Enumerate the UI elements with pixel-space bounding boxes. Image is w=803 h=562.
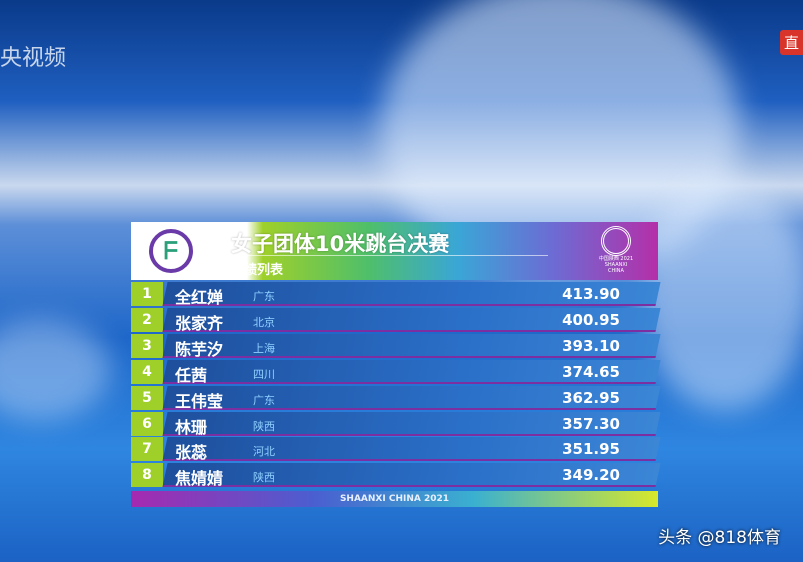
score: 400.95 bbox=[562, 310, 620, 329]
athlete-name: 任茜 bbox=[175, 365, 208, 385]
result-row: 4 任茜 四川 374.65 bbox=[131, 359, 661, 385]
result-row: 3 陈芋汐 上海 393.10 bbox=[131, 333, 661, 359]
athlete-name: 焦婧婧 bbox=[175, 469, 224, 489]
rank: 6 bbox=[131, 411, 163, 436]
rank: 4 bbox=[131, 359, 163, 384]
live-badge: 直 bbox=[779, 30, 803, 55]
water-splash bbox=[0, 320, 110, 420]
score: 374.65 bbox=[562, 362, 620, 381]
province: 四川 bbox=[253, 367, 275, 381]
water-splash bbox=[640, 180, 803, 410]
score: 351.95 bbox=[562, 440, 620, 459]
athlete-name: 陈芋汐 bbox=[175, 339, 224, 359]
athlete-name: 林珊 bbox=[175, 417, 208, 437]
athlete-name: 王伟莹 bbox=[175, 391, 224, 411]
rank: 7 bbox=[131, 437, 163, 462]
province: 北京 bbox=[253, 315, 275, 329]
board-header: ᖴ 女子团体10米跳台决赛 成绩列表 中国陕西 2021 SHAANXI CHI… bbox=[131, 222, 658, 280]
athlete-name: 张蕊 bbox=[175, 443, 208, 463]
games-emblem-icon: 中国陕西 2021 SHAANXI CHINA bbox=[596, 226, 636, 274]
province: 广东 bbox=[253, 290, 275, 303]
score: 413.90 bbox=[562, 285, 620, 303]
result-row: 6 林珊 陕西 357.30 bbox=[131, 411, 661, 437]
toutiao-watermark: 头条 @818体育 bbox=[658, 528, 781, 548]
score: 357.30 bbox=[562, 414, 620, 433]
rank: 1 bbox=[131, 282, 163, 306]
score: 362.95 bbox=[562, 388, 620, 407]
rank: 2 bbox=[131, 307, 163, 332]
result-row: 5 王伟莹 广东 362.95 bbox=[131, 385, 661, 411]
result-row: 2 张家齐 北京 400.95 bbox=[131, 307, 661, 333]
score: 349.20 bbox=[562, 466, 620, 485]
rank: 8 bbox=[131, 463, 163, 488]
score: 393.10 bbox=[562, 336, 620, 355]
result-row: 7 张蕊 河北 351.95 bbox=[131, 437, 661, 463]
divider bbox=[231, 255, 548, 256]
province: 陕西 bbox=[253, 471, 275, 485]
diving-logo-icon: ᖴ bbox=[149, 229, 193, 273]
province: 河北 bbox=[253, 445, 275, 459]
rank: 5 bbox=[131, 385, 163, 410]
province: 上海 bbox=[253, 341, 275, 355]
province: 陕西 bbox=[253, 419, 275, 433]
rank: 3 bbox=[131, 333, 163, 358]
result-row: 8 焦婧婧 陕西 349.20 bbox=[131, 463, 661, 489]
board-title: 女子团体10米跳台决赛 bbox=[231, 232, 450, 256]
board-footer: SHAANXI CHINA 2021 bbox=[131, 491, 658, 507]
results-board: ᖴ 女子团体10米跳台决赛 成绩列表 中国陕西 2021 SHAANXI CHI… bbox=[131, 222, 661, 507]
cctv-video-watermark: 央视频 bbox=[0, 46, 67, 71]
athlete-name: 张家齐 bbox=[175, 313, 224, 333]
athlete-name: 全红婵 bbox=[175, 288, 224, 307]
province: 广东 bbox=[253, 393, 275, 407]
result-row: 1 全红婵 广东 413.90 bbox=[131, 282, 661, 307]
board-subtitle: 成绩列表 bbox=[231, 263, 284, 278]
